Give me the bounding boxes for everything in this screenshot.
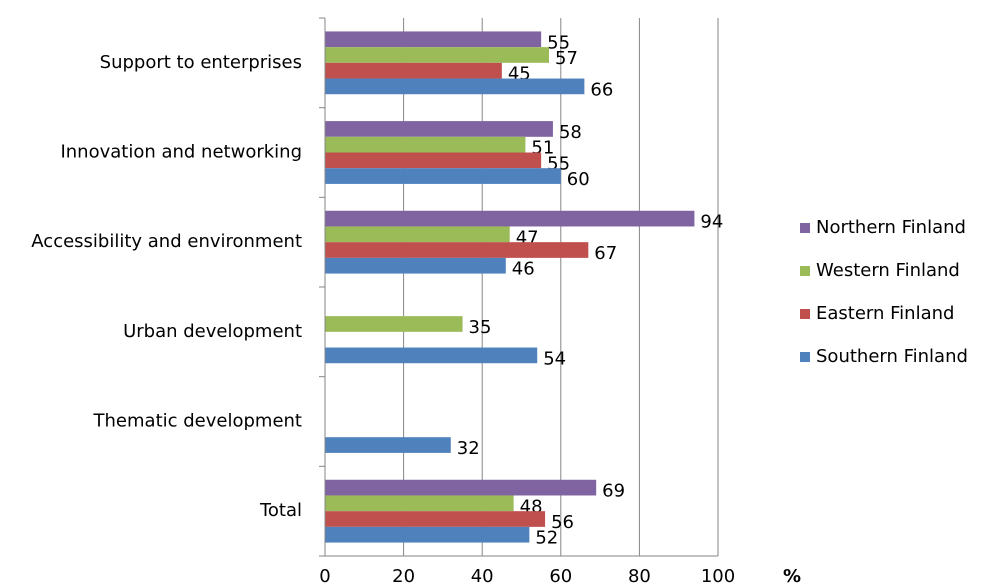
y-tick-label: Innovation and networking [60,142,302,163]
legend-label: Northern Finland [816,217,966,238]
data-label: 58 [559,122,582,143]
data-label: 66 [590,79,613,100]
data-label: 94 [700,212,723,233]
data-label: 35 [469,317,492,338]
x-tick-label: 80 [628,566,651,585]
y-tick-label: Thematic development [93,411,302,432]
legend-swatch [800,309,810,319]
legend-label: Southern Finland [816,346,968,367]
data-label: 55 [547,32,570,53]
bar [325,495,514,512]
bar [325,152,542,169]
x-tick-label: 40 [471,566,494,585]
bar [325,47,550,63]
legend-swatch [800,223,810,233]
bar [325,78,585,95]
bar [325,242,589,258]
data-label: 52 [535,528,558,549]
bar [325,210,695,227]
data-label: 60 [567,169,590,190]
x-tick-label: 60 [549,566,572,585]
x-tick-label: 20 [392,566,415,585]
y-tick-label: Support to enterprises [100,52,302,73]
bar [325,31,542,48]
bar [325,257,506,274]
legend-swatch [800,266,810,276]
bar [325,511,546,527]
data-label: 32 [457,438,480,459]
bar [325,479,597,496]
data-label: 46 [512,259,535,280]
bar [325,347,538,364]
x-axis-label: % [783,566,801,585]
legend-label: Western Finland [816,260,960,281]
y-tick-label: Accessibility and environment [31,231,302,252]
x-tick-label: 100 [701,566,735,585]
y-tick-label: Urban development [123,321,302,342]
y-tick-label: Total [259,500,302,521]
data-label: 54 [543,348,566,369]
x-tick-label: 0 [319,566,330,585]
bar [325,437,451,453]
data-label: 69 [602,481,625,502]
bar [325,121,553,137]
bar [325,168,561,184]
legend-label: Eastern Finland [816,303,954,324]
data-label: 57 [555,48,578,69]
bar [325,526,530,543]
legend-swatch [800,352,810,362]
bar [325,136,526,153]
data-label: 56 [551,512,574,533]
bar [325,226,510,243]
data-label: 67 [594,243,617,264]
bar [325,62,502,79]
bar [325,316,463,332]
